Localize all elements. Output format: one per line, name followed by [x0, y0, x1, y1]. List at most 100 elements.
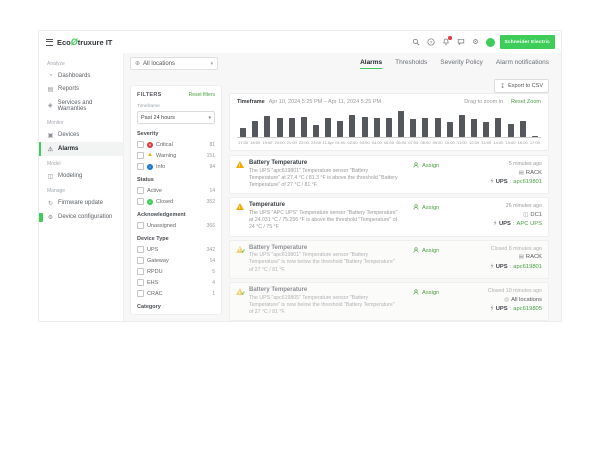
bar-slot	[456, 109, 468, 137]
checkbox[interactable]	[137, 257, 144, 264]
checkbox[interactable]	[137, 290, 144, 297]
assign-link[interactable]: Assign	[399, 160, 485, 170]
filter-group-label: Category	[137, 304, 161, 310]
timeframe-select[interactable]: Past 24 hours ▾	[137, 111, 215, 124]
sidebar-item-device-configuration[interactable]: ⚙ Device configuration	[39, 210, 123, 224]
filter-option-label: RPDU	[147, 268, 163, 275]
alarm-location[interactable]: ◎ All locations	[504, 297, 542, 303]
location-selector[interactable]: ⊕ All locations ▾	[130, 57, 218, 70]
checkbox[interactable]	[137, 246, 144, 253]
tab-alarms[interactable]: Alarms	[360, 59, 383, 69]
tab-alarm-notifications[interactable]: Alarm notifications	[495, 59, 549, 66]
search-icon[interactable]	[411, 37, 421, 47]
logo-text: EcoØtruxure IT	[57, 36, 113, 47]
notifications-icon[interactable]	[441, 36, 452, 47]
checkbox[interactable]	[137, 198, 144, 205]
ups-icon	[490, 178, 494, 186]
filter-option-ups[interactable]: UPS 342	[137, 246, 215, 253]
reset-zoom-link[interactable]: Reset Zoom	[511, 99, 541, 105]
filter-option-count: 5	[212, 268, 215, 275]
bar	[507, 124, 514, 137]
filter-option-critical[interactable]: ✕ Critical 81	[137, 141, 215, 148]
filter-option-label: Power	[147, 315, 163, 316]
assign-label: Assign	[422, 163, 440, 169]
checkbox[interactable]	[137, 141, 144, 148]
sidebar-item-firmware-update[interactable]: ↻ Firmware update	[39, 196, 123, 210]
assign-link[interactable]: Assign	[399, 202, 485, 212]
filter-option-warning[interactable]: ▲ Warning 151	[137, 152, 215, 159]
sidebar-item-alarms[interactable]: ⚠ Alarms	[39, 142, 123, 156]
checkbox[interactable]	[137, 268, 144, 275]
sidebar-item-label: Devices	[58, 132, 80, 138]
filter-option-label: Critical	[156, 141, 173, 148]
alarm-timestamp: 26 minutes ago	[505, 203, 542, 210]
menu-icon[interactable]	[46, 38, 53, 46]
feedback-icon[interactable]	[456, 37, 466, 47]
checkbox[interactable]	[137, 314, 144, 315]
filter-option-closed[interactable]: ✓ Closed 352	[137, 198, 215, 205]
alarm-histogram[interactable]	[237, 109, 541, 138]
warning-triangle-icon	[236, 203, 244, 211]
alarm-location[interactable]: ◫ DC1	[523, 212, 542, 218]
bar	[361, 117, 368, 137]
checkbox[interactable]	[137, 222, 144, 229]
warning-icon	[236, 160, 249, 189]
main-panel: Alarms Thresholds Severity Policy Alarm not…	[229, 53, 549, 322]
filter-option-gateway[interactable]: Gateway 14	[137, 257, 215, 264]
alarm-location[interactable]: ▤ RACK	[519, 254, 542, 260]
settings-icon[interactable]: ⚙	[472, 39, 479, 46]
avatar[interactable]	[485, 37, 495, 47]
device-link[interactable]: APC UPS	[516, 221, 542, 228]
filter-option-ehs[interactable]: EHS 4	[137, 279, 215, 286]
export-csv-button[interactable]: ↧ Export to CSV	[494, 79, 549, 93]
bar-slot	[504, 109, 516, 137]
sidebar-item-devices[interactable]: ▣ Devices	[39, 128, 123, 142]
filter-option-unassigned[interactable]: Unassigned 366	[137, 222, 215, 229]
app-logo: EcoØtruxure IT	[39, 36, 113, 47]
device-link[interactable]: apc619801	[513, 179, 542, 185]
filter-option-count: 342	[206, 246, 215, 253]
bar	[313, 125, 320, 137]
rack-icon: ▤	[518, 254, 524, 261]
tab-thresholds[interactable]: Thresholds	[395, 59, 428, 66]
assign-link[interactable]: Assign	[399, 245, 485, 255]
checkbox[interactable]	[137, 279, 144, 286]
chevron-down-icon: ▾	[210, 60, 213, 67]
x-tick-label: 17:00	[238, 139, 249, 145]
feedback-launcher[interactable]	[39, 213, 43, 222]
alarm-title: Temperature	[249, 202, 285, 209]
filter-option-rpdu[interactable]: RPDU 5	[137, 268, 215, 275]
chart-title: Timeframe	[237, 99, 265, 105]
checkbox[interactable]	[137, 163, 144, 170]
sidebar-item-modeling[interactable]: ◫ Modeling	[39, 169, 123, 183]
reset-filters-link[interactable]: Reset filters	[188, 92, 215, 98]
bar	[446, 122, 453, 137]
bar-slot	[346, 109, 358, 137]
filter-option-count: 140	[207, 315, 215, 316]
sidebar-item-services-and-warranties[interactable]: ◈ Services and Warranties	[39, 96, 123, 115]
sidebar-item-label: Dashboards	[58, 72, 91, 79]
alarm-location[interactable]: ▤ RACK	[519, 170, 542, 176]
filter-option-active[interactable]: Active 14	[137, 187, 215, 194]
filter-option-power[interactable]: Power 140	[137, 314, 215, 315]
bar-slot	[237, 109, 249, 137]
tab-severity-policy[interactable]: Severity Policy	[440, 59, 483, 66]
help-icon[interactable]: ?	[426, 37, 436, 47]
device-link[interactable]: apc619801	[513, 263, 542, 270]
ups-icon	[493, 220, 497, 228]
device-link[interactable]: apc619805	[513, 306, 542, 313]
sidebar-item-dashboards[interactable]: ◔ Dashboards	[39, 69, 123, 82]
separator: :	[512, 221, 515, 228]
bar	[434, 118, 441, 137]
sidebar-section-label: Model	[47, 161, 61, 167]
sidebar-item-reports[interactable]: ▤ Reports	[39, 82, 123, 96]
assign-link[interactable]: Assign	[399, 287, 485, 297]
filter-option-crac[interactable]: CRAC 1	[137, 290, 215, 297]
filter-option-info[interactable]: i Info 94	[137, 163, 215, 170]
checkbox[interactable]	[137, 152, 144, 159]
checkbox[interactable]	[137, 187, 144, 194]
